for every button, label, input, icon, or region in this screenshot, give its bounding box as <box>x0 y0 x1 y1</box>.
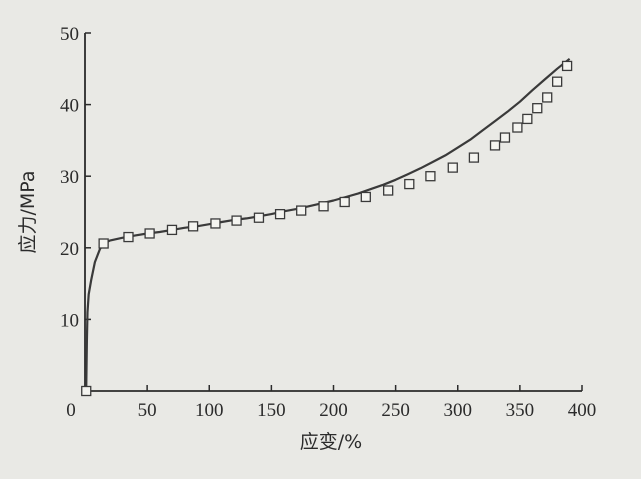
data-point-marker <box>231 215 242 226</box>
data-point-marker <box>98 238 109 249</box>
x-axis-ticks: 0 50 100 150 200 250 300 350 400 <box>66 385 596 421</box>
data-point-marker <box>425 171 436 182</box>
x-tick-label: 200 <box>319 400 348 421</box>
data-point-marker <box>532 103 543 114</box>
data-point-marker <box>296 205 307 216</box>
data-point-marker <box>360 191 371 203</box>
data-point-marker <box>210 218 221 229</box>
x-axis-title: 应变/% <box>300 431 362 453</box>
y-tick-label: 50 <box>60 24 79 45</box>
data-point-marker <box>404 178 415 190</box>
data-point-marker <box>468 152 480 163</box>
data-point-marker <box>542 92 553 103</box>
stress-strain-curve <box>85 57 571 392</box>
data-point-marker <box>81 385 92 397</box>
data-markers <box>81 60 573 397</box>
data-point-marker <box>187 221 199 232</box>
x-tick-label: 250 <box>381 400 410 421</box>
y-tick-label: 10 <box>60 310 79 331</box>
data-point-marker <box>166 224 178 236</box>
data-point-marker <box>339 196 350 208</box>
x-tick-label: 150 <box>257 400 286 421</box>
data-point-marker <box>552 76 563 87</box>
x-tick-label: 350 <box>506 400 535 421</box>
x-tick-label: 400 <box>568 400 597 421</box>
y-tick-label: 40 <box>60 96 79 117</box>
data-point-marker <box>123 231 134 243</box>
data-point-marker <box>499 132 511 143</box>
data-point-marker <box>522 113 533 125</box>
data-point-marker <box>561 60 573 72</box>
data-point-marker <box>383 185 394 196</box>
data-point-marker <box>274 208 286 220</box>
axes <box>84 33 582 392</box>
data-point-marker <box>318 201 329 212</box>
data-point-marker <box>489 140 501 151</box>
y-tick-label: 20 <box>60 239 79 260</box>
y-axis-title: 应力/MPa <box>17 170 39 253</box>
data-point-marker <box>253 212 265 223</box>
y-axis-ticks: 10 20 30 40 50 <box>60 24 91 331</box>
x-tick-label: 0 <box>66 400 76 421</box>
x-tick-label: 100 <box>195 400 224 421</box>
x-tick-label: 50 <box>138 400 157 421</box>
data-point-marker <box>512 122 523 133</box>
y-tick-label: 30 <box>60 167 79 188</box>
data-point-marker <box>144 228 155 239</box>
x-tick-label: 300 <box>444 400 473 421</box>
data-point-marker <box>447 162 458 173</box>
